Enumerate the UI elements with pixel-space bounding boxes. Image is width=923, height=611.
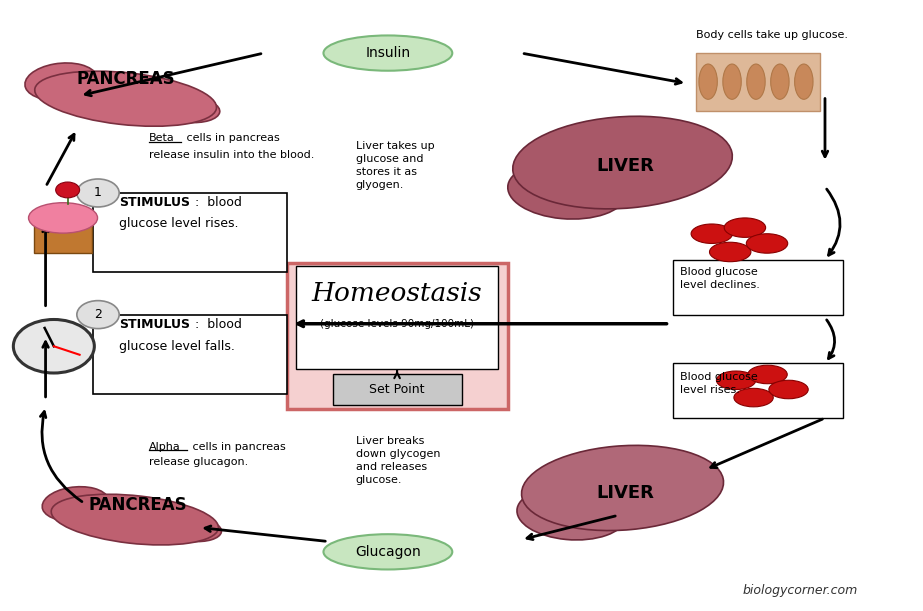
Ellipse shape: [29, 203, 98, 233]
Ellipse shape: [521, 445, 724, 530]
FancyBboxPatch shape: [33, 222, 92, 252]
Ellipse shape: [691, 224, 733, 243]
Text: :  blood: : blood: [195, 196, 242, 208]
Text: LIVER: LIVER: [596, 156, 654, 175]
Ellipse shape: [508, 161, 627, 219]
Text: 1: 1: [94, 186, 102, 199]
FancyBboxPatch shape: [93, 315, 287, 393]
FancyBboxPatch shape: [93, 193, 287, 272]
FancyBboxPatch shape: [696, 53, 821, 111]
Ellipse shape: [323, 35, 452, 71]
Text: Alpha: Alpha: [149, 442, 180, 452]
Text: PANCREAS: PANCREAS: [77, 70, 175, 87]
Ellipse shape: [747, 234, 787, 253]
Ellipse shape: [517, 486, 627, 540]
Ellipse shape: [771, 64, 789, 100]
Text: Liver breaks
down glycogen
and releases
glucose.: Liver breaks down glycogen and releases …: [355, 436, 440, 485]
FancyBboxPatch shape: [673, 260, 844, 315]
Ellipse shape: [723, 64, 741, 100]
Ellipse shape: [42, 487, 109, 521]
Text: STIMULUS: STIMULUS: [119, 318, 190, 331]
Ellipse shape: [734, 389, 773, 407]
Text: Insulin: Insulin: [366, 46, 411, 60]
Ellipse shape: [747, 64, 765, 100]
Text: release insulin into the blood.: release insulin into the blood.: [149, 150, 314, 159]
Ellipse shape: [716, 371, 756, 389]
Ellipse shape: [323, 534, 452, 569]
FancyBboxPatch shape: [287, 263, 508, 409]
Text: cells in pancreas: cells in pancreas: [189, 442, 286, 452]
Ellipse shape: [513, 116, 732, 209]
Circle shape: [77, 301, 119, 329]
Ellipse shape: [769, 380, 809, 399]
Ellipse shape: [710, 242, 751, 262]
Text: (glucose levels 90mg/100mL): (glucose levels 90mg/100mL): [320, 319, 474, 329]
Text: :  blood: : blood: [195, 318, 242, 331]
Text: Homeostasis: Homeostasis: [312, 281, 483, 306]
FancyBboxPatch shape: [296, 266, 498, 370]
Text: Blood glucose
level rises.: Blood glucose level rises.: [679, 371, 758, 395]
Circle shape: [55, 182, 79, 198]
Text: 2: 2: [94, 308, 102, 321]
Text: Body cells take up glucose.: Body cells take up glucose.: [696, 30, 848, 40]
Circle shape: [13, 320, 94, 373]
Text: Blood glucose
level declines.: Blood glucose level declines.: [679, 266, 760, 290]
Text: cells in pancreas: cells in pancreas: [183, 133, 280, 143]
Text: release glucagon.: release glucagon.: [149, 458, 248, 467]
Ellipse shape: [725, 218, 766, 238]
FancyBboxPatch shape: [332, 373, 462, 405]
Ellipse shape: [167, 518, 222, 541]
Text: STIMULUS: STIMULUS: [119, 196, 190, 208]
Ellipse shape: [699, 64, 717, 100]
Ellipse shape: [795, 64, 813, 100]
Text: PANCREAS: PANCREAS: [89, 496, 186, 514]
Ellipse shape: [35, 71, 217, 126]
Text: Beta: Beta: [149, 133, 174, 143]
Text: glucose level falls.: glucose level falls.: [119, 340, 235, 353]
Text: biologycorner.com: biologycorner.com: [742, 584, 857, 597]
Text: Liver takes up
glucose and
stores it as
glyogen.: Liver takes up glucose and stores it as …: [355, 141, 435, 191]
Text: Set Point: Set Point: [369, 383, 425, 396]
Circle shape: [77, 179, 119, 207]
Text: LIVER: LIVER: [596, 484, 654, 502]
Text: Glucagon: Glucagon: [355, 545, 421, 559]
Ellipse shape: [161, 97, 220, 123]
FancyBboxPatch shape: [673, 364, 844, 418]
Ellipse shape: [25, 63, 98, 100]
Text: glucose level rises.: glucose level rises.: [119, 217, 239, 230]
Ellipse shape: [51, 494, 219, 545]
Ellipse shape: [748, 365, 787, 384]
